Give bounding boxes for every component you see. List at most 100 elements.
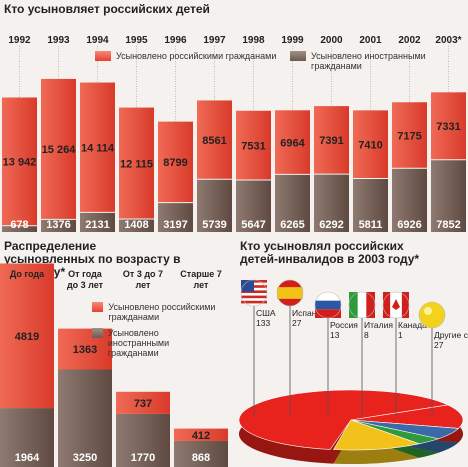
legend-2-swatch-foreign (92, 328, 103, 338)
country-label-3: Италия 8 (364, 320, 393, 340)
adoptions-by-year-chart: 1992 13 942 678 1993 15 264 1376 1994 14 114 213… (2, 35, 466, 232)
bar-foreign-1993 (41, 219, 76, 232)
value-russian-1999: 6964 (280, 137, 305, 149)
value-foreign-2000: 6292 (319, 219, 343, 231)
age-bar-russian-0 (0, 263, 54, 409)
legend-2-swatch-russian (92, 302, 104, 312)
value-foreign-1994: 2131 (85, 219, 109, 231)
pie-slice-1 (350, 404, 464, 429)
year-label-2000: 2000 (320, 35, 343, 46)
age-label-2: От 3 до 7 лет (123, 269, 163, 290)
year-label-2003*: 2003* (435, 35, 461, 46)
bar-foreign-1995 (119, 219, 154, 232)
country-label-4: Канада 1 (398, 320, 427, 340)
year-label-1998: 1998 (242, 35, 265, 46)
value-russian-1995: 12 115 (120, 158, 153, 170)
age-bar-russian-2 (116, 391, 170, 414)
bar-russian-1998 (236, 110, 271, 181)
age-value-foreign-2: 1770 (131, 452, 155, 464)
bar-foreign-2003* (431, 159, 466, 232)
age-bar-foreign-2 (116, 413, 170, 467)
age-label-3: Старше 7 лет (180, 269, 221, 290)
chart-3-title: Кто усыновлял российских детей-инвалидов… (240, 239, 420, 266)
year-label-1996: 1996 (164, 35, 187, 46)
value-foreign-1997: 5739 (202, 219, 226, 231)
value-russian-2002: 7175 (397, 130, 421, 142)
bar-russian-1994 (80, 82, 115, 213)
age-value-foreign-3: 868 (192, 452, 210, 464)
age-bar-russian-3 (174, 428, 228, 441)
age-value-russian-2: 737 (134, 398, 152, 410)
bar-foreign-2002 (392, 168, 427, 232)
age-value-foreign-1: 3250 (73, 452, 97, 464)
bar-foreign-1994 (80, 212, 115, 232)
age-value-foreign-0: 1964 (15, 452, 40, 464)
italy-flag (348, 291, 376, 319)
value-foreign-1992: 678 (10, 219, 28, 231)
spain-flag (276, 279, 304, 307)
bar-foreign-2001 (353, 178, 388, 232)
bar-russian-1999 (275, 110, 310, 175)
value-foreign-1999: 6265 (280, 219, 304, 231)
legend-russian: Усыновлено российскими гражданами (95, 51, 290, 71)
value-russian-1994: 14 114 (81, 142, 115, 154)
age-bar-foreign-0 (0, 408, 54, 467)
value-foreign-1995: 1408 (124, 219, 148, 231)
value-foreign-2002: 6926 (397, 219, 421, 231)
year-label-1999: 1999 (281, 35, 304, 46)
usa-flag (240, 279, 268, 307)
bar-russian-1995 (119, 107, 154, 220)
age-bar-russian-1 (58, 328, 112, 370)
value-foreign-1996: 3197 (163, 219, 187, 231)
bar-russian-2002 (392, 102, 427, 169)
value-russian-1997: 8561 (202, 135, 226, 147)
bar-russian-2001 (353, 110, 388, 179)
value-russian-1992: 13 942 (3, 157, 37, 169)
value-foreign-2003*: 7852 (436, 219, 460, 231)
bar-russian-1993 (41, 78, 76, 220)
age-label-1: От года до 3 лет (67, 269, 104, 290)
age-distribution-chart: 4819 1964 До года 1363 3250 От года до 3 лет 73… (0, 263, 228, 467)
year-label-1993: 1993 (47, 35, 70, 46)
year-label-1992: 1992 (8, 35, 31, 46)
bar-foreign-1999 (275, 174, 310, 232)
legend-swatch-russian (95, 51, 111, 61)
year-label-1995: 1995 (125, 35, 148, 46)
year-label-2002: 2002 (398, 35, 421, 46)
age-value-russian-1: 1363 (73, 344, 97, 356)
bar-foreign-1998 (236, 180, 271, 232)
bar-russian-2000 (314, 106, 349, 175)
legend-2-russian: Усыновлено российскими гражданами (92, 302, 222, 322)
country-label-5: Другие страны27 (434, 330, 468, 350)
year-label-1994: 1994 (86, 35, 109, 46)
country-label-2: Россия 13 (330, 320, 358, 340)
year-label-2001: 2001 (359, 35, 382, 46)
country-label-0: США 133 (256, 308, 276, 328)
value-foreign-1993: 1376 (46, 219, 70, 231)
bar-russian-2003* (431, 92, 466, 160)
age-label-0: До года (10, 269, 45, 279)
year-label-1997: 1997 (203, 35, 226, 46)
age-value-russian-3: 412 (192, 430, 210, 442)
value-russian-2001: 7410 (358, 139, 382, 151)
bar-russian-1996 (158, 121, 193, 203)
bar-foreign-1997 (197, 179, 232, 232)
legend-label-russian: Усыновлено российскими гражданами (116, 51, 277, 61)
value-foreign-2001: 5811 (359, 219, 383, 231)
legend-2-label-foreign: Усыновлено иностранными гражданами (107, 328, 170, 358)
bar-russian-1992 (2, 97, 37, 226)
age-bar-foreign-1 (58, 369, 112, 467)
legend-label-foreign: Усыновлено иностранными гражданами (311, 51, 426, 71)
pie-slice-5 (332, 419, 421, 451)
age-value-russian-0: 4819 (15, 331, 39, 343)
country-label-1: Испания 27 (292, 308, 326, 328)
legend-foreign: Усыновлено иностранными гражданами (290, 51, 468, 71)
legend-2-foreign: Усыновлено иностранными гражданами (92, 328, 222, 358)
age-bar-foreign-3 (174, 440, 228, 467)
russia-flag (314, 291, 342, 319)
chart-1-legend: Усыновлено российскими гражданами Усынов… (95, 51, 468, 77)
value-russian-1998: 7531 (241, 140, 265, 152)
chart-1-title: Кто усыновляет российских детей (4, 2, 210, 16)
value-russian-2003*: 7331 (436, 121, 460, 133)
